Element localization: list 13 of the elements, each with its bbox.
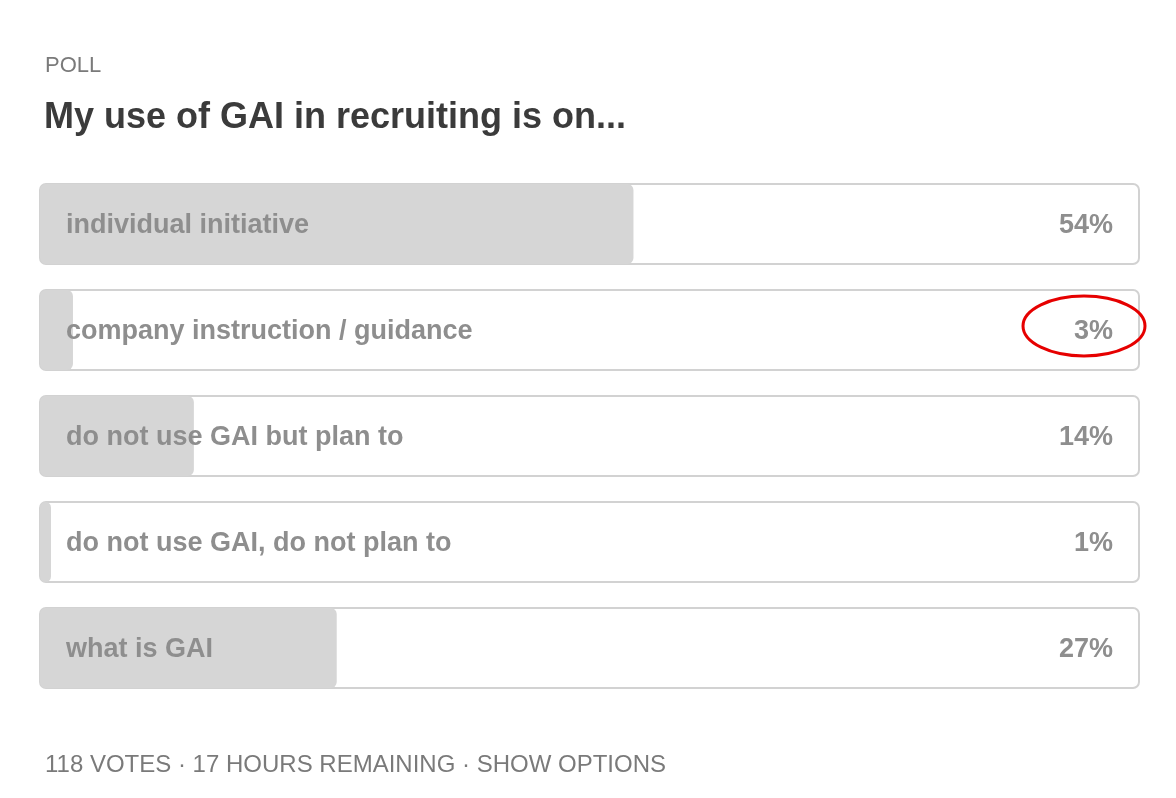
data-label: 1% [1073, 527, 1113, 557]
y-tick-label: company instruction / guidance [66, 315, 473, 345]
text: 118 VOTES · 17 HOURS REMAINING · SHOW OPTIONS [45, 749, 666, 777]
chart-subtitle: POLL [45, 51, 102, 77]
y-tick-label: what is GAI [65, 633, 214, 663]
data-label: 14% [1058, 421, 1113, 451]
data-label: 54% [1058, 209, 1113, 239]
chart-title: My use of GAI in recruiting is on... [44, 94, 627, 136]
y-tick-label: individual initiative [66, 209, 310, 239]
data-label: 3% [1073, 315, 1113, 345]
y-tick-label: do not use GAI but plan to [66, 421, 404, 451]
y-tick-label: do not use GAI, do not plan to [66, 527, 452, 557]
data-label: 27% [1058, 633, 1113, 663]
